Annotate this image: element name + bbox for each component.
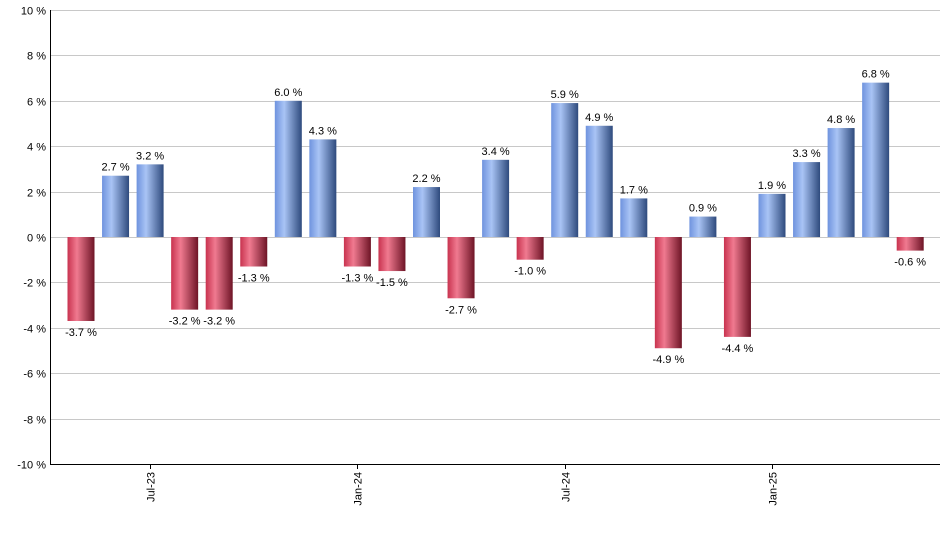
- bar-Oct-24: [654, 237, 682, 349]
- grid-layer: [50, 10, 940, 465]
- data-label: 4.3 %: [309, 125, 337, 137]
- bar-May-24: [482, 159, 510, 237]
- data-label: 4.8 %: [827, 114, 855, 126]
- bar-Jun-23: [102, 175, 130, 237]
- bar-Dec-23: [309, 139, 337, 237]
- bar-May-23: [67, 237, 95, 321]
- bar-Oct-23: [240, 237, 268, 267]
- y-tick-label: -6 %: [23, 369, 46, 381]
- bar-Jul-24: [551, 103, 579, 237]
- bar-Sep-24: [620, 198, 648, 237]
- x-tick-label: Jan-25: [768, 472, 780, 506]
- y-tick-label: 10 %: [21, 6, 46, 18]
- bar-Jan-24: [343, 237, 371, 267]
- bar-Jul-23: [136, 164, 164, 237]
- data-label: 3.3 %: [792, 148, 820, 160]
- bars-layer: [67, 82, 924, 349]
- data-label: 2.2 %: [412, 173, 440, 185]
- bar-Aug-24: [585, 125, 613, 237]
- data-label: -0.6 %: [894, 257, 926, 269]
- bar-Mar-25: [827, 128, 855, 237]
- data-label: -4.9 %: [652, 354, 684, 366]
- y-tick-label: 2 %: [27, 188, 46, 200]
- data-label: 0.9 %: [689, 203, 717, 215]
- data-label: 6.8 %: [862, 69, 890, 81]
- y-tick-label: -10 %: [17, 460, 46, 472]
- bar-Feb-24: [378, 237, 406, 272]
- data-label: 3.2 %: [136, 150, 164, 162]
- y-tick-label: -8 %: [23, 415, 46, 427]
- y-tick-label: 0 %: [27, 233, 46, 245]
- data-label: 2.7 %: [101, 162, 129, 174]
- bar-Jan-25: [758, 193, 786, 237]
- data-label: -4.4 %: [722, 343, 754, 355]
- y-tick-label: 6 %: [27, 97, 46, 109]
- data-label: -1.0 %: [514, 266, 546, 278]
- x-tick-label: Jan-24: [353, 472, 365, 506]
- data-label: 5.9 %: [551, 89, 579, 101]
- bar-Nov-24: [689, 216, 717, 237]
- data-label: -2.7 %: [445, 304, 477, 316]
- bar-Dec-24: [723, 237, 751, 337]
- bar-Jun-24: [516, 237, 544, 260]
- bar-Sep-23: [205, 237, 233, 310]
- bar-Apr-25: [862, 82, 890, 237]
- data-label: -1.3 %: [342, 273, 374, 285]
- data-label: -3.2 %: [169, 316, 201, 328]
- data-label: 1.9 %: [758, 180, 786, 192]
- data-label: -1.5 %: [376, 277, 408, 289]
- data-label: -3.7 %: [65, 327, 97, 339]
- data-label: -3.2 %: [203, 316, 235, 328]
- bar-Mar-24: [413, 187, 440, 237]
- x-tick-label: Jul-23: [146, 472, 158, 502]
- bar-May-25: [896, 237, 924, 251]
- y-tick-label: -2 %: [23, 278, 46, 290]
- bar-Aug-23: [171, 237, 199, 310]
- data-label: 3.4 %: [482, 146, 510, 158]
- data-label: -1.3 %: [238, 273, 270, 285]
- bar-Apr-24: [447, 237, 475, 299]
- bar-Nov-23: [274, 100, 302, 237]
- bar-Feb-25: [793, 162, 821, 237]
- data-labels-layer: -3.7 % 2.7 % 3.2 % -3.2 % -3.2 % -1.3 % 6.0 % 4…: [65, 69, 926, 367]
- data-label: 1.7 %: [620, 184, 648, 196]
- data-label: 4.9 %: [585, 112, 613, 124]
- y-tick-label: 8 %: [27, 51, 46, 63]
- x-tick-label: Jul-24: [561, 472, 573, 502]
- y-tick-label: 4 %: [27, 142, 46, 154]
- y-tick-label: -4 %: [23, 324, 46, 336]
- axis-layer: -10 % -8 % -6 % -4 % -2 % 0 % 2 % 4 % 6 % 8 % 10 %…: [17, 6, 940, 506]
- data-label: 6.0 %: [274, 87, 302, 99]
